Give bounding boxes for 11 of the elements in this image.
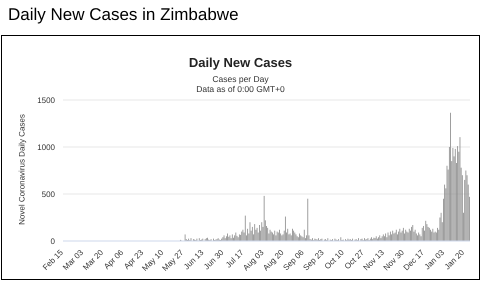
text: Data as of 0:00 GMT+0 <box>195 84 286 94</box>
chart-title: Daily New Cases in Zimbabwe <box>8 5 239 25</box>
y-tick-label: 1500 <box>37 96 56 105</box>
chart-subtitle: Daily New Cases <box>188 55 294 70</box>
x-tick-label: Oct 10 <box>322 248 346 272</box>
y-tick-label: 500 <box>42 190 56 199</box>
y-tick-label: 1000 <box>37 142 56 152</box>
text: Cases per Day <box>211 74 270 84</box>
y-tick-label: 0 <box>50 236 56 246</box>
y-axis-title: Novel Coronavirus Daily Cases <box>18 113 26 227</box>
x-tick-label: Apr 06 <box>102 248 126 272</box>
